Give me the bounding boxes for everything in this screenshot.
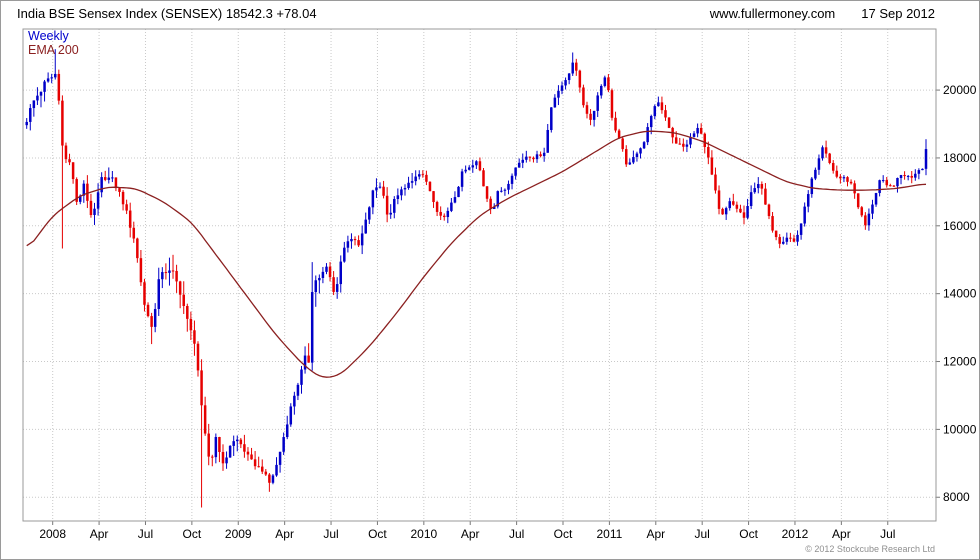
chart-title: India BSE Sensex Index (SENSEX) 18542.3 … <box>17 5 317 21</box>
svg-text:10000: 10000 <box>943 422 977 436</box>
candlesticks <box>25 49 928 508</box>
svg-text:Oct: Oct <box>554 527 573 541</box>
axis-labels: 8000 10000 12000 14000 16000 18000 20000 2008 Ap… <box>39 83 976 541</box>
svg-text:2009: 2009 <box>225 527 252 541</box>
website-link[interactable]: www.fullermoney.com <box>709 5 836 21</box>
svg-text:Jul: Jul <box>323 527 338 541</box>
svg-text:Jul: Jul <box>509 527 524 541</box>
svg-text:Apr: Apr <box>90 527 109 541</box>
svg-text:Oct: Oct <box>368 527 387 541</box>
svg-text:Oct: Oct <box>183 527 202 541</box>
svg-text:Jul: Jul <box>880 527 895 541</box>
svg-text:18000: 18000 <box>943 151 977 165</box>
svg-text:12000: 12000 <box>943 355 977 369</box>
svg-text:Apr: Apr <box>646 527 665 541</box>
svg-text:Jul: Jul <box>695 527 710 541</box>
svg-text:2012: 2012 <box>782 527 809 541</box>
svg-text:14000: 14000 <box>943 287 977 301</box>
svg-text:Apr: Apr <box>832 527 851 541</box>
svg-text:Oct: Oct <box>739 527 758 541</box>
legend-ema-label: EMA 200 <box>28 43 79 57</box>
copyright-label: © 2012 Stockcube Research Ltd <box>805 544 935 554</box>
svg-text:Jul: Jul <box>138 527 153 541</box>
svg-text:8000: 8000 <box>943 490 970 504</box>
svg-text:Apr: Apr <box>275 527 294 541</box>
legend-weekly-label: Weekly <box>28 29 69 43</box>
svg-text:2008: 2008 <box>39 527 66 541</box>
svg-text:2010: 2010 <box>410 527 437 541</box>
plot-frame <box>22 28 937 522</box>
header-right: www.fullermoney.com 17 Sep 2012 <box>710 6 935 21</box>
date-label: 17 Sep 2012 <box>861 5 935 21</box>
gridlines <box>23 29 936 521</box>
ema-line <box>26 130 927 378</box>
header-bar: India BSE Sensex Index (SENSEX) 18542.3 … <box>1 1 979 25</box>
svg-text:20000: 20000 <box>943 83 977 97</box>
svg-text:2011: 2011 <box>596 527 622 541</box>
svg-text:Apr: Apr <box>461 527 480 541</box>
svg-text:16000: 16000 <box>943 219 977 233</box>
